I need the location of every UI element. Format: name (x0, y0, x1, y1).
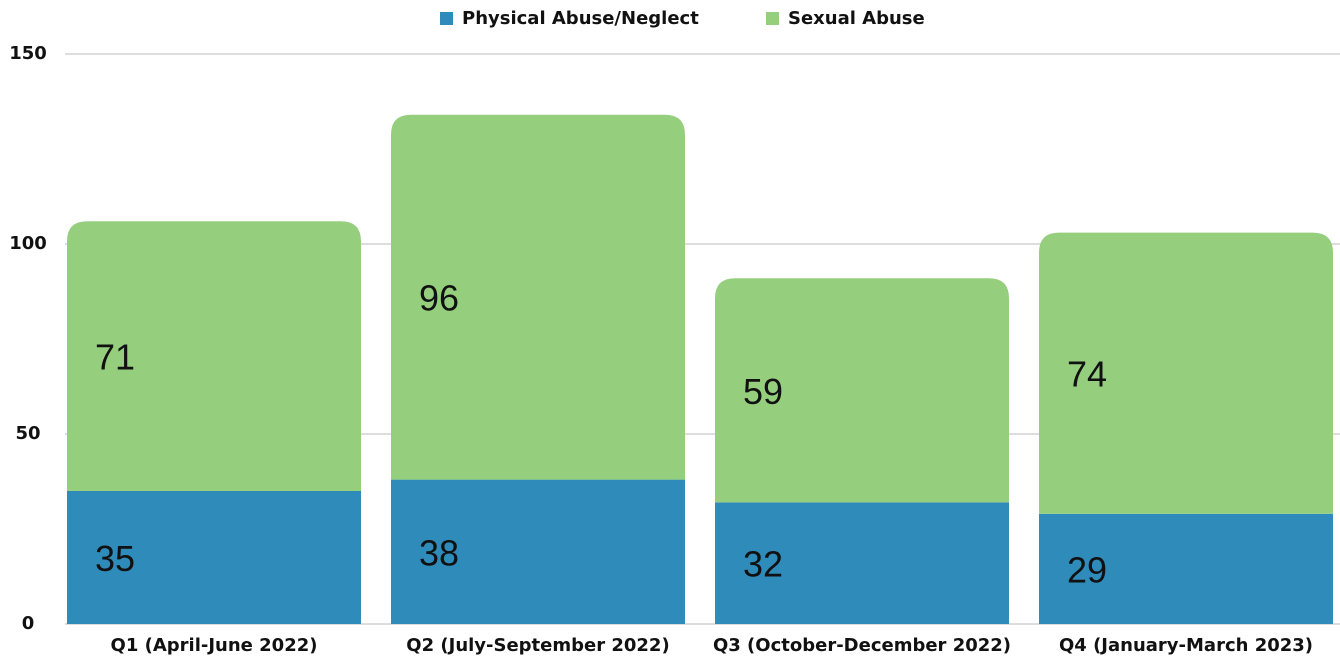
legend-swatch (766, 12, 779, 25)
value-label: 38 (419, 532, 459, 573)
bar-segment (67, 491, 361, 624)
value-label: 74 (1067, 354, 1107, 395)
bar-segment (391, 114, 685, 480)
bar-segment (1039, 232, 1333, 514)
bar-segment (1039, 513, 1333, 624)
value-label: 96 (419, 278, 459, 319)
x-tick-label: Q1 (April-June 2022) (111, 635, 318, 656)
value-label: 71 (95, 337, 135, 378)
value-label: 29 (1067, 549, 1107, 590)
legend-label: Sexual Abuse (788, 8, 925, 29)
y-tick-label: 100 (9, 233, 47, 254)
y-tick-label: 150 (9, 43, 47, 64)
x-tick-label: Q3 (October-December 2022) (713, 635, 1011, 656)
y-tick-label: 50 (15, 423, 40, 444)
bar-segment (715, 502, 1009, 624)
value-label: 35 (95, 538, 135, 579)
legend-label: Physical Abuse/Neglect (462, 8, 699, 29)
x-tick-label: Q2 (July-September 2022) (406, 635, 669, 656)
bar-segment (391, 479, 685, 624)
x-tick-label: Q4 (January-March 2023) (1059, 635, 1313, 656)
value-label: 32 (743, 544, 783, 585)
value-label: 59 (743, 371, 783, 412)
bar-segment (715, 278, 1009, 503)
y-tick-label: 0 (22, 613, 35, 634)
bar-segment (67, 221, 361, 491)
legend-swatch (440, 12, 453, 25)
